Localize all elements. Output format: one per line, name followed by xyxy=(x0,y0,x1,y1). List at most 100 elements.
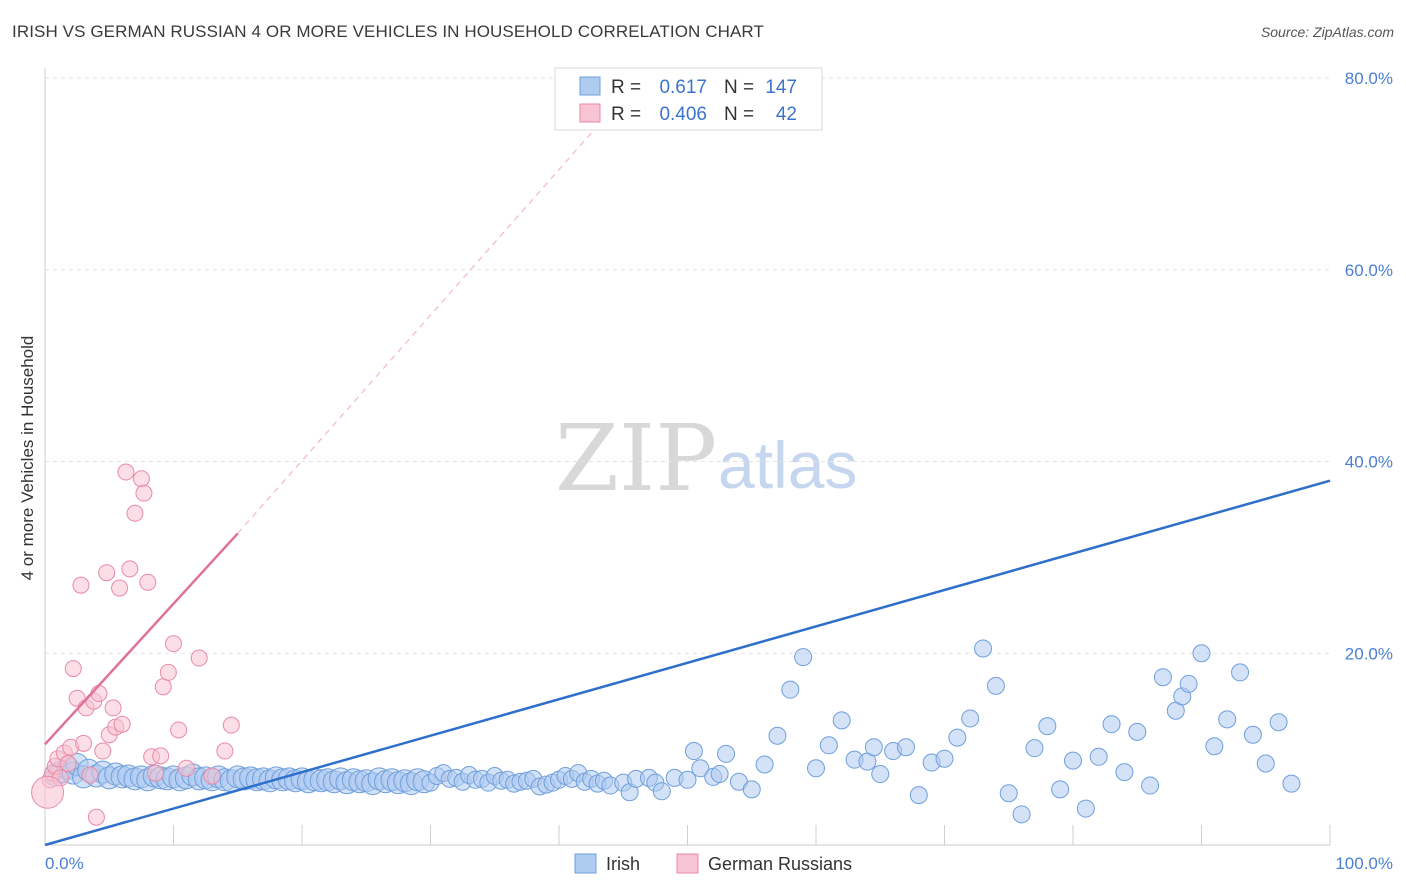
irish-point xyxy=(1128,722,1147,741)
irish-point xyxy=(896,738,915,757)
irish-point xyxy=(935,749,954,768)
watermark-atlas: atlas xyxy=(718,428,857,502)
german-russian-point xyxy=(94,742,112,760)
german-russian-point xyxy=(165,635,182,653)
irish-point xyxy=(819,736,838,755)
irish-point xyxy=(1102,715,1121,734)
german-russian-point xyxy=(113,715,131,733)
german-russian-point xyxy=(159,663,177,681)
german-russian-point xyxy=(135,484,153,502)
y-tick-label: 60.0% xyxy=(1345,261,1393,280)
irish-point xyxy=(807,759,825,778)
german-russian-point xyxy=(121,560,139,578)
y-tick-label: 20.0% xyxy=(1345,644,1393,663)
german-russian-point xyxy=(139,573,157,591)
german-russian-point xyxy=(117,463,135,481)
german-russian-point xyxy=(126,504,144,522)
irish-point xyxy=(742,780,761,799)
legend-r-value: 0.617 xyxy=(659,77,707,98)
legend-swatch-german-russian xyxy=(579,103,601,123)
bottom-legend-irish: Irish xyxy=(606,854,640,874)
german-russian-point xyxy=(154,678,172,696)
irish-point xyxy=(768,726,787,745)
german-russian-point xyxy=(132,470,150,488)
irish-point xyxy=(1051,780,1070,799)
irish-point xyxy=(948,728,967,747)
irish-point xyxy=(1256,754,1275,773)
irish-point xyxy=(1218,710,1237,729)
german-russian-point xyxy=(81,766,99,784)
irish-point xyxy=(974,639,993,658)
irish-point xyxy=(1269,713,1288,732)
german-russian-point xyxy=(59,755,77,773)
irish-point xyxy=(1076,799,1095,818)
irish-point xyxy=(717,744,736,763)
y-axis-label: 4 or more Vehicles in Household xyxy=(18,336,37,581)
irish-point xyxy=(1205,737,1224,756)
irish-point xyxy=(1115,763,1134,782)
legend-n-label: N = xyxy=(724,77,754,98)
german-russian-point xyxy=(222,716,240,734)
german-russian-point xyxy=(90,685,108,703)
irish-point xyxy=(1089,747,1108,766)
legend-r-value: 0.406 xyxy=(659,104,707,125)
irish-point xyxy=(755,755,774,774)
irish-point xyxy=(1064,751,1082,770)
irish-trend-line xyxy=(44,479,1331,847)
german-russian-point xyxy=(190,649,208,667)
y-tick-label: 40.0% xyxy=(1345,453,1393,472)
german-russian-point xyxy=(31,775,65,809)
german-russian-point xyxy=(98,564,116,582)
irish-point xyxy=(1012,805,1031,824)
german-russian-trend-line xyxy=(44,532,239,746)
bottom-legend-swatch-irish xyxy=(574,853,597,874)
irish-point xyxy=(1025,739,1044,758)
x-tick-label: 0.0% xyxy=(45,854,84,873)
irish-point xyxy=(871,765,890,784)
irish-point xyxy=(1282,774,1301,793)
german-russian-point xyxy=(111,579,129,597)
irish-point xyxy=(1243,725,1262,744)
german-russian-point xyxy=(152,747,170,765)
german-russian-point xyxy=(170,721,188,739)
legend-r-label: R = xyxy=(611,77,641,98)
german-russian-point xyxy=(147,764,165,782)
legend-n-label: N = xyxy=(724,104,754,125)
german-russian-point xyxy=(203,767,221,785)
german-russian-point xyxy=(177,759,195,777)
irish-point xyxy=(1179,674,1198,693)
irish-point xyxy=(1153,668,1172,687)
legend-r-label: R = xyxy=(611,104,641,125)
y-tick-label: 80.0% xyxy=(1345,69,1393,88)
watermark-zip: ZIP xyxy=(555,405,717,512)
irish-point xyxy=(961,709,980,728)
irish-point xyxy=(684,742,703,761)
german-russian-point xyxy=(216,742,234,760)
legend-swatch-irish xyxy=(579,76,601,96)
irish-point xyxy=(832,711,851,730)
irish-point xyxy=(794,648,813,667)
irish-point xyxy=(1038,717,1057,736)
german-russian-point xyxy=(75,734,93,752)
irish-point xyxy=(710,765,729,784)
irish-point xyxy=(1141,776,1160,795)
irish-point xyxy=(986,676,1005,695)
bottom-legend-german-russian: German Russians xyxy=(708,854,852,874)
irish-point xyxy=(1192,644,1211,663)
irish-point xyxy=(999,784,1018,803)
irish-point xyxy=(1231,663,1250,682)
irish-point xyxy=(781,680,800,699)
legend-n-value: 42 xyxy=(776,104,797,125)
irish-point xyxy=(678,770,697,789)
german-russian-point xyxy=(87,808,105,826)
irish-point xyxy=(909,786,928,805)
bottom-legend-swatch-german-russian xyxy=(676,853,699,874)
irish-point xyxy=(652,782,671,801)
german-russian-point xyxy=(72,576,90,594)
chart-title: IRISH VS GERMAN RUSSIAN 4 OR MORE VEHICL… xyxy=(12,22,764,41)
german-russian-point xyxy=(104,699,122,717)
x-tick-label: 100.0% xyxy=(1335,854,1393,873)
german-russian-trend-extension xyxy=(237,125,598,534)
source-credit: Source: ZipAtlas.com xyxy=(1260,24,1394,40)
